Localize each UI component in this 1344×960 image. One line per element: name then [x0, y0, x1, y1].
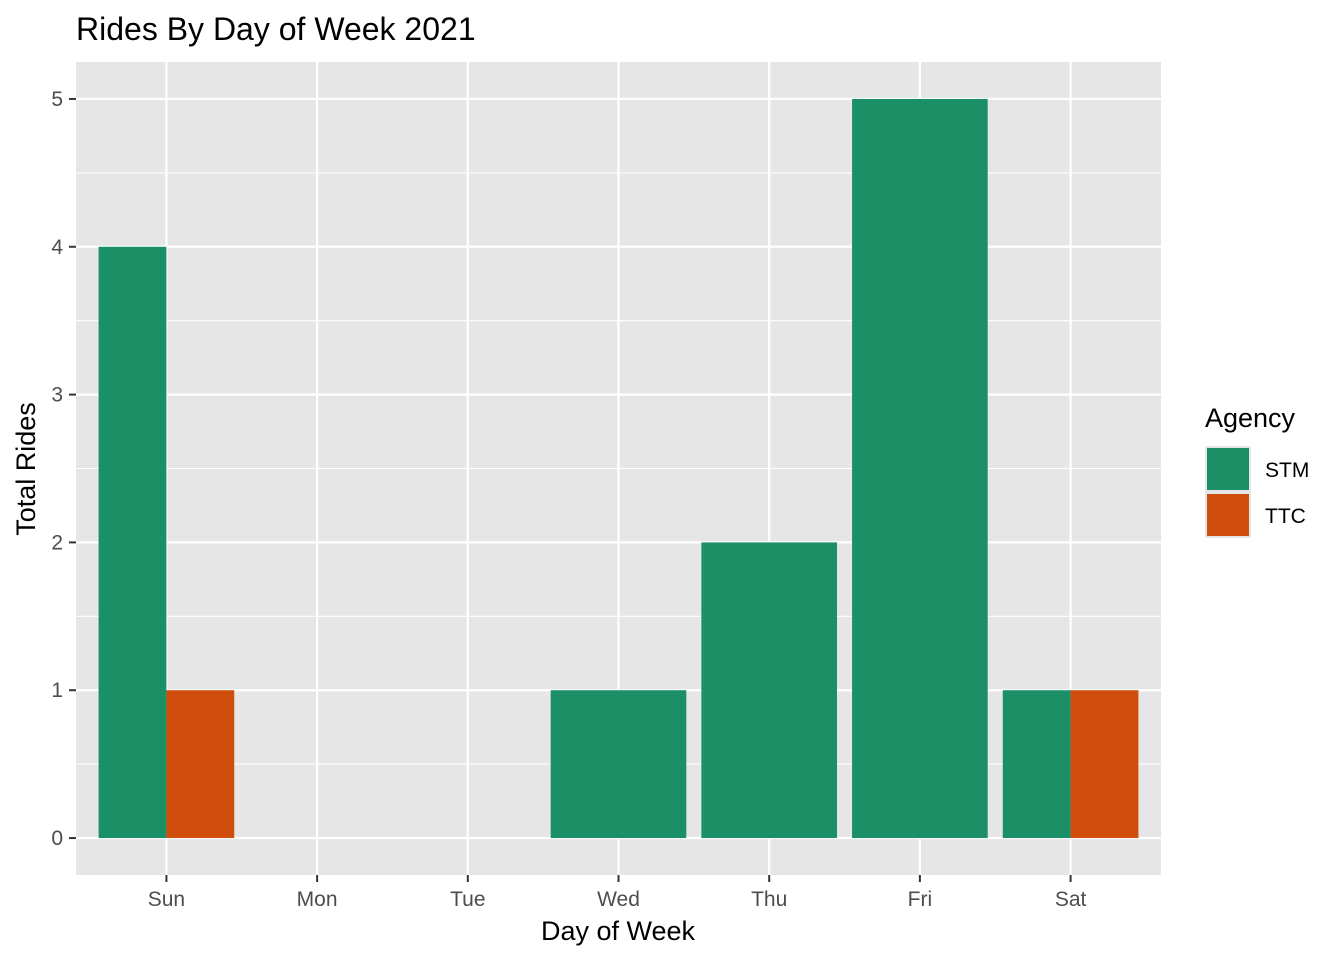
- y-tick-label: 1: [51, 679, 63, 702]
- legend: Agency STM TTC: [1205, 403, 1309, 538]
- bar-wed-stm: [550, 690, 687, 839]
- bars: [98, 98, 1139, 839]
- x-tick-label-sun: Sun: [148, 888, 185, 911]
- legend-title: Agency: [1205, 403, 1296, 433]
- bar-thu-stm: [701, 542, 838, 839]
- y-tick-label: 5: [51, 88, 63, 111]
- bar-sun-stm: [98, 246, 167, 839]
- y-axis: 0 1 2 3 4 5: [51, 88, 76, 850]
- bar-fri-stm: [852, 98, 988, 839]
- y-tick-label: 3: [51, 384, 63, 407]
- x-tick-label-thu: Thu: [751, 888, 787, 911]
- y-tick-label: 2: [51, 531, 63, 554]
- legend-label-stm: STM: [1265, 459, 1309, 482]
- x-axis-title: Day of Week: [541, 916, 696, 946]
- chart-title: Rides By Day of Week 2021: [76, 11, 476, 47]
- legend-key-stm: [1207, 448, 1249, 490]
- legend-key-ttc: [1207, 494, 1249, 536]
- x-tick-label-sat: Sat: [1055, 888, 1087, 911]
- bar-sun-ttc: [166, 690, 235, 839]
- bar-sat-stm: [1002, 690, 1071, 839]
- x-tick-label-fri: Fri: [908, 888, 933, 911]
- x-tick-label-mon: Mon: [297, 888, 338, 911]
- bar-sat-ttc: [1070, 690, 1139, 839]
- y-tick-label: 0: [51, 827, 63, 850]
- legend-label-ttc: TTC: [1265, 505, 1306, 528]
- y-tick-label: 4: [51, 236, 63, 259]
- x-tick-label-tue: Tue: [450, 888, 485, 911]
- x-tick-label-wed: Wed: [597, 888, 640, 911]
- y-axis-title: Total Rides: [11, 402, 41, 536]
- x-axis: Sun Mon Tue Wed Thu Fri Sat: [148, 875, 1087, 911]
